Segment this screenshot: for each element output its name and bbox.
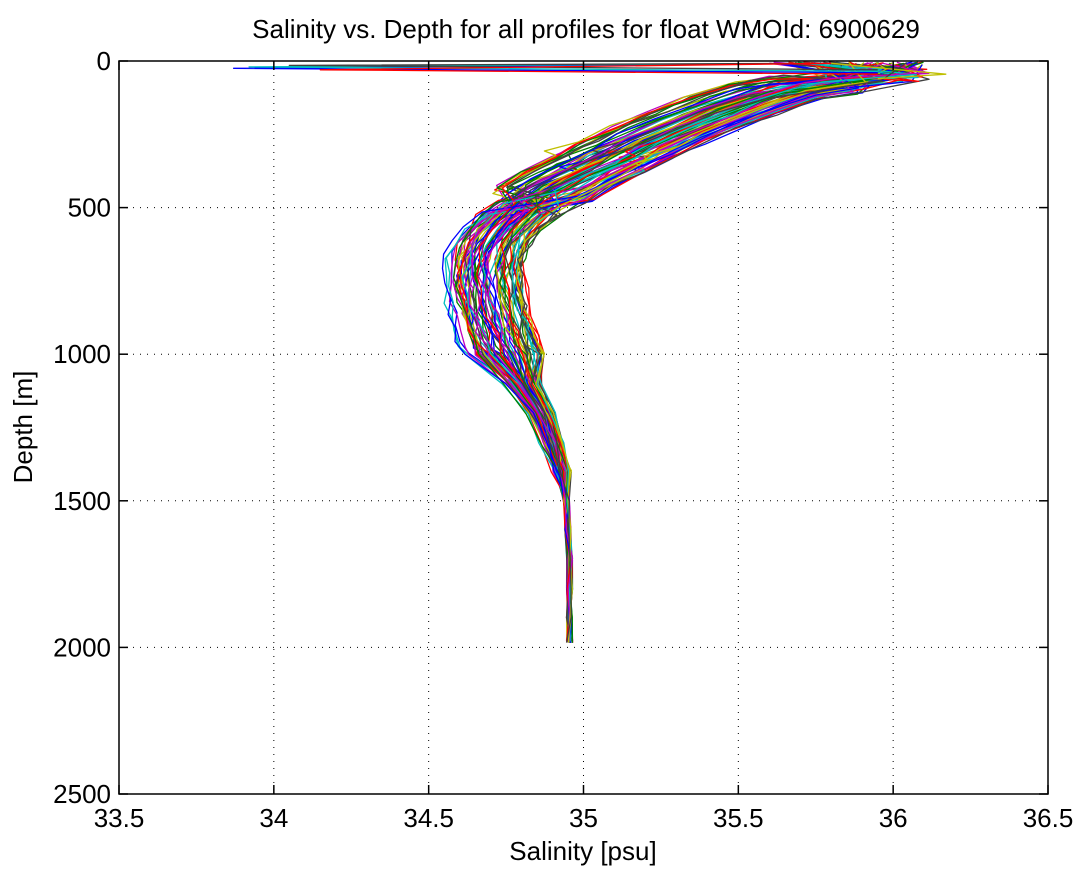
- profile-line: [494, 63, 892, 642]
- profile-line: [511, 62, 858, 643]
- profile-line: [497, 63, 918, 642]
- x-tick-label: 34: [259, 803, 288, 833]
- surface-outlier-line: [831, 62, 947, 80]
- y-tick-label: 2500: [53, 779, 111, 809]
- y-tick-label: 1000: [53, 339, 111, 369]
- profile-line: [503, 62, 895, 641]
- profile-line: [500, 62, 888, 643]
- y-tick-labels: 0 500 1000 1500 2000 2500: [53, 46, 111, 809]
- y-axis-label: Depth [m]: [8, 371, 38, 484]
- profile-line: [467, 63, 916, 643]
- x-tick-label: 35: [569, 803, 598, 833]
- chart-title: Salinity vs. Depth for all profiles for …: [252, 14, 920, 44]
- profiles: [232, 61, 947, 643]
- y-tick-label: 2000: [53, 632, 111, 662]
- profile-line: [494, 61, 928, 643]
- profile-line: [492, 64, 923, 642]
- profile-line: [483, 63, 907, 642]
- profile-line: [441, 63, 860, 643]
- profile-line: [477, 61, 930, 643]
- profile-line: [496, 63, 883, 643]
- profile-line: [516, 61, 908, 643]
- profile-line: [483, 61, 913, 642]
- profile-line: [517, 61, 867, 643]
- x-tick-label: 34.5: [403, 803, 454, 833]
- profile-line: [492, 63, 923, 642]
- x-axis-label: Salinity [psu]: [509, 836, 656, 866]
- x-tick-label: 33.5: [94, 803, 145, 833]
- x-tick-label: 36: [879, 803, 908, 833]
- profile-line: [496, 63, 867, 641]
- axis-ticks: [118, 60, 1049, 795]
- surface-outlier-line: [319, 62, 878, 75]
- x-tick-label: 35.5: [713, 803, 764, 833]
- grid: [119, 61, 1048, 794]
- x-tick-label: 36.5: [1023, 803, 1074, 833]
- profile-line: [476, 63, 923, 641]
- x-tick-labels: 33.5 34 34.5 35 35.5 36 36.5: [94, 803, 1074, 833]
- y-tick-label: 500: [68, 193, 111, 223]
- profile-line: [452, 61, 873, 643]
- y-tick-label: 0: [97, 46, 111, 76]
- profile-line: [498, 62, 917, 643]
- y-tick-label: 1500: [53, 486, 111, 516]
- profile-line: [483, 63, 915, 643]
- surface-outlier-line: [288, 62, 878, 71]
